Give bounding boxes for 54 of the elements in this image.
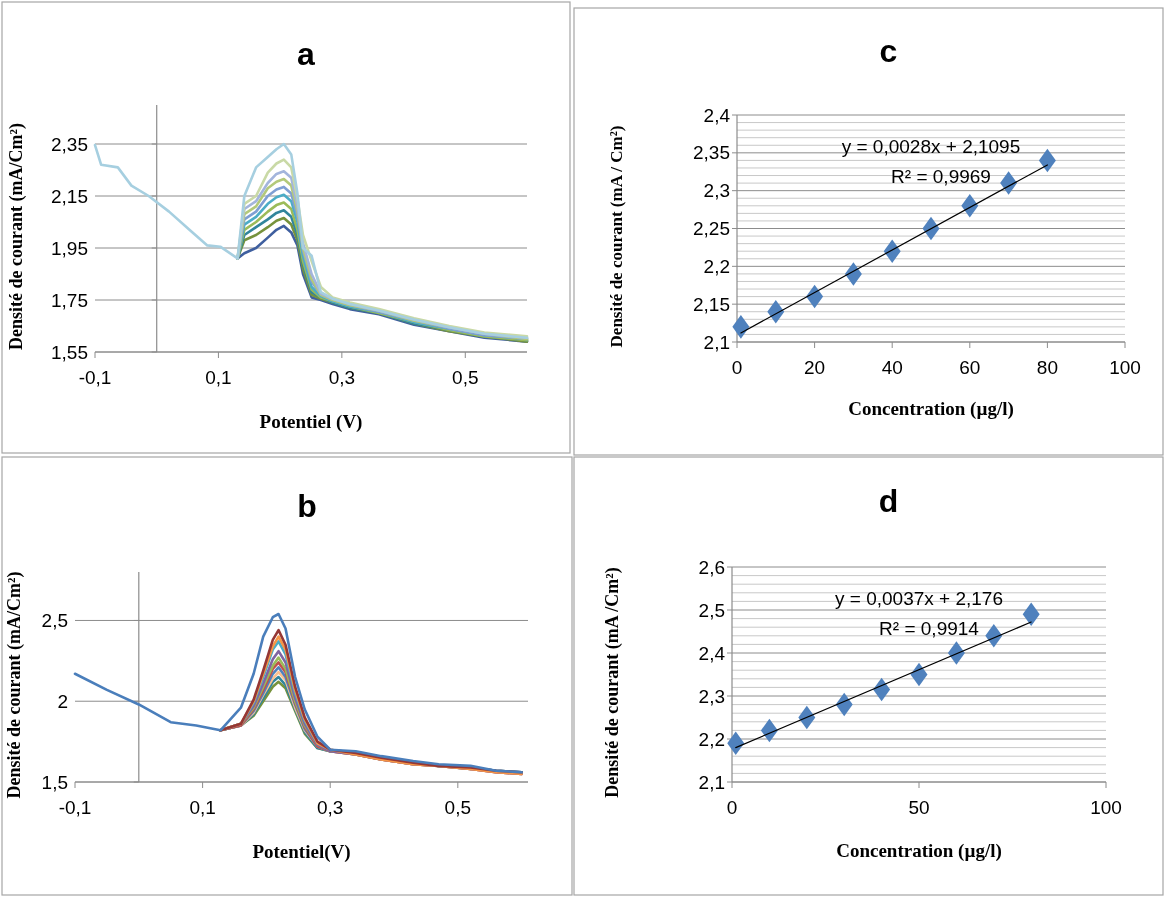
y-tick-label: 2,5 bbox=[41, 610, 68, 632]
y-tick-label: 2,15 bbox=[51, 185, 88, 207]
x-tick-label: -0,1 bbox=[58, 797, 92, 818]
y-tick-label: 2,35 bbox=[693, 142, 730, 164]
y-tick-label: 2,35 bbox=[51, 133, 88, 155]
y-axis-title: Densité de courant (mA /Cm²) bbox=[602, 567, 623, 798]
y-tick-label: 1,5 bbox=[41, 771, 68, 793]
y-tick-label: 2,2 bbox=[698, 728, 725, 750]
annotation: y = 0,0037x + 2,176 bbox=[835, 588, 1003, 609]
x-axis-title: Potentiel (V) bbox=[259, 411, 363, 433]
x-tick-label: 0,1 bbox=[205, 367, 232, 388]
y-axis-title: Densité de courant (mA / Cm²) bbox=[607, 125, 626, 348]
y-tick-label: 1,75 bbox=[51, 289, 88, 311]
y-tick-label: 2,4 bbox=[698, 642, 726, 664]
x-tick-label: 0,3 bbox=[328, 367, 356, 388]
x-tick-label: 100 bbox=[1109, 357, 1141, 378]
y-axis-title: Densité de courant (mA/Cm²) bbox=[4, 571, 25, 799]
annotation: R² = 0,9969 bbox=[891, 166, 991, 187]
y-tick-label: 2,4 bbox=[703, 104, 731, 126]
y-tick-label: 2,3 bbox=[698, 685, 725, 707]
y-tick-label: 2,1 bbox=[698, 771, 725, 793]
chart-title: b bbox=[297, 488, 317, 524]
y-tick-label: 1,55 bbox=[51, 341, 88, 363]
x-tick-label: 0,1 bbox=[189, 797, 216, 818]
y-tick-label: 1,95 bbox=[51, 237, 88, 259]
chart-title: a bbox=[297, 36, 316, 72]
x-tick-label: 20 bbox=[804, 357, 826, 378]
x-tick-label: 0 bbox=[731, 357, 743, 378]
chart-title: c bbox=[879, 33, 898, 69]
x-tick-label: 0,5 bbox=[452, 367, 479, 388]
y-tick-label: 2,15 bbox=[693, 293, 730, 315]
x-tick-label: 40 bbox=[881, 357, 903, 378]
x-tick-label: 0 bbox=[726, 797, 738, 818]
y-tick-label: 2,1 bbox=[703, 331, 730, 353]
y-tick-label: 2,2 bbox=[703, 255, 730, 277]
x-tick-label: 80 bbox=[1036, 357, 1058, 378]
x-tick-label: -0,1 bbox=[78, 367, 112, 388]
x-axis-title: Concentration (µg/l) bbox=[848, 398, 1014, 420]
x-tick-label: 50 bbox=[908, 797, 930, 818]
x-tick-label: 60 bbox=[959, 357, 981, 378]
y-tick-label: 2,5 bbox=[698, 599, 725, 621]
y-tick-label: 2,6 bbox=[698, 556, 725, 578]
x-tick-label: 0,5 bbox=[444, 797, 472, 818]
y-axis-title: Densité de courant (mA/Cm²) bbox=[6, 123, 27, 350]
annotation: y = 0,0028x + 2,1095 bbox=[841, 136, 1021, 157]
y-tick-label: 2,25 bbox=[693, 218, 730, 240]
x-tick-label: 0,3 bbox=[317, 797, 344, 818]
x-axis-title: Concentration (µg/l) bbox=[836, 840, 1002, 862]
chart-title: d bbox=[878, 483, 899, 519]
y-tick-label: 2,3 bbox=[703, 180, 730, 202]
annotation: R² = 0,9914 bbox=[879, 618, 980, 639]
x-axis-title: Potentiel(V) bbox=[252, 841, 351, 863]
x-tick-label: 100 bbox=[1090, 797, 1122, 818]
y-tick-label: 2 bbox=[57, 690, 68, 712]
